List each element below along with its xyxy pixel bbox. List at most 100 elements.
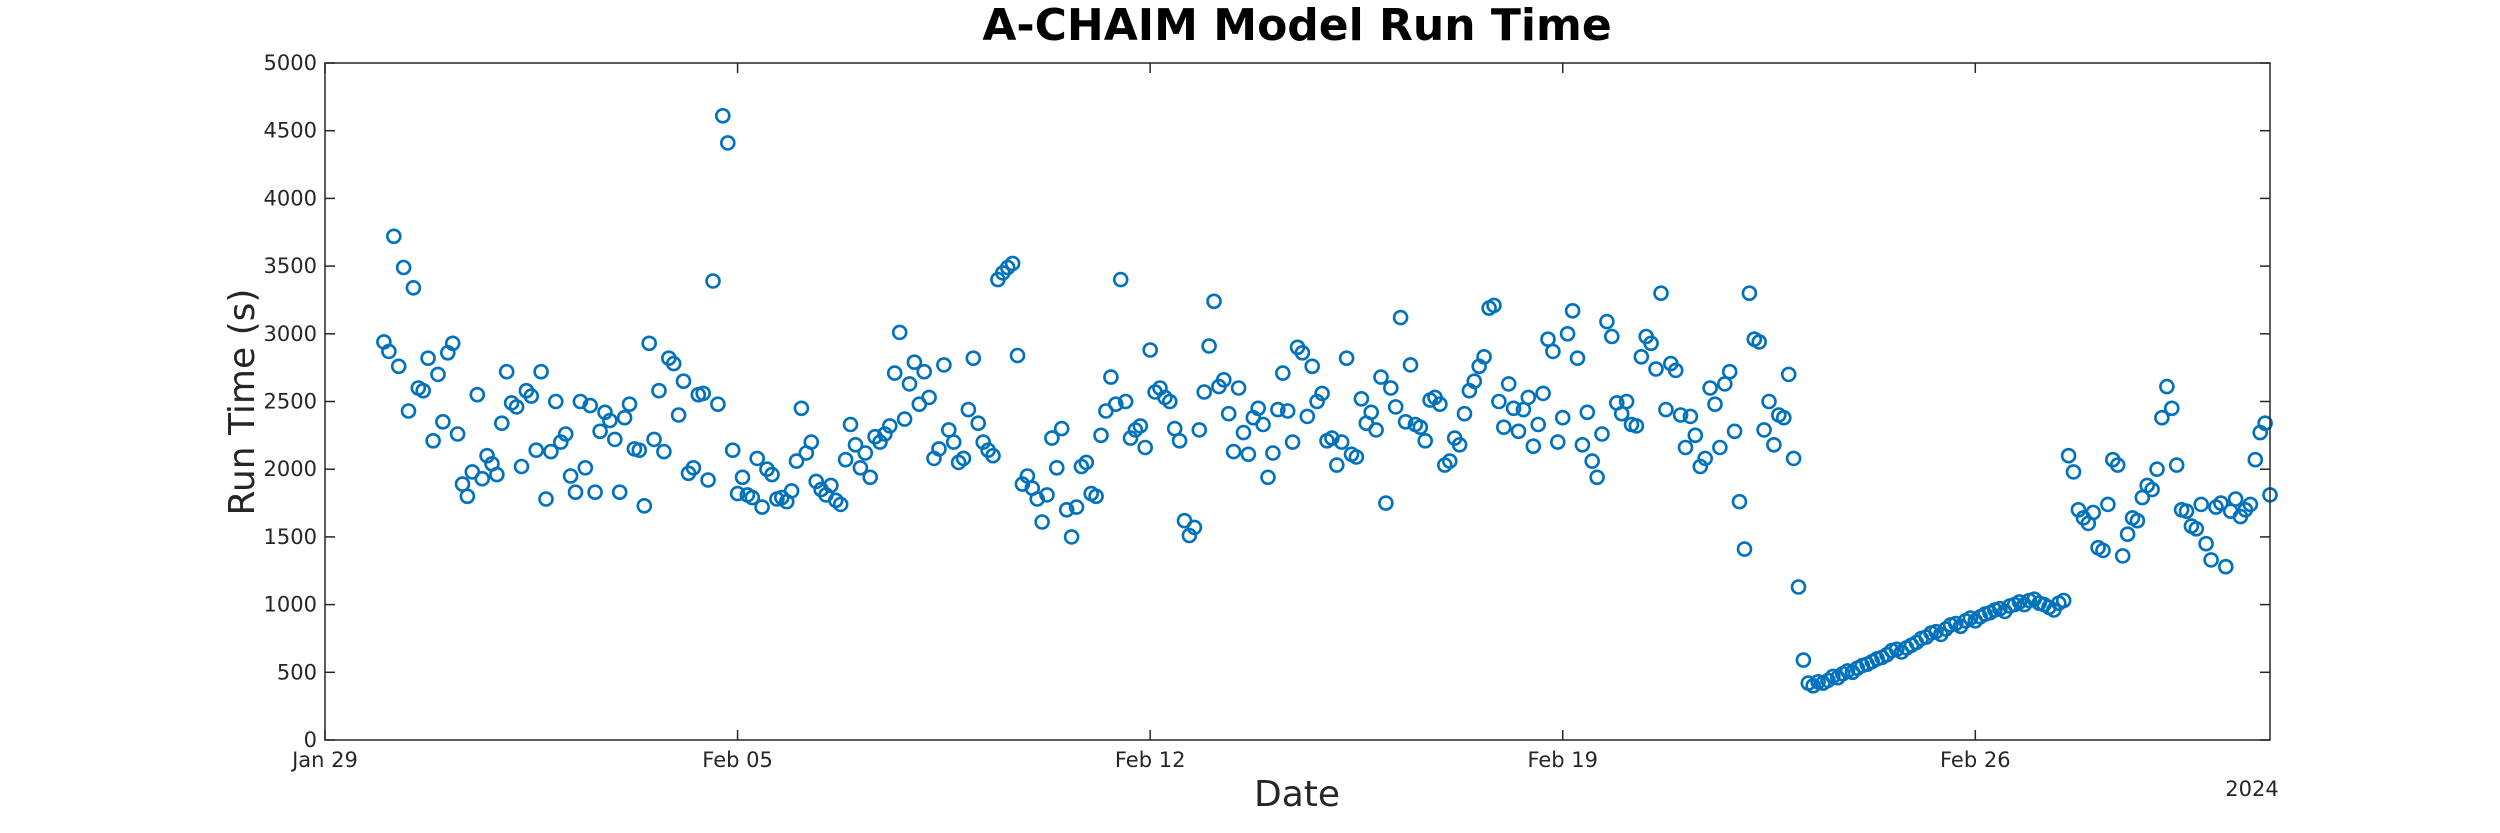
data-point — [1314, 385, 1330, 402]
data-point — [1658, 401, 1674, 418]
data-point — [656, 443, 672, 460]
data-point — [1117, 393, 1134, 410]
data-point — [1216, 371, 1232, 388]
data-point — [489, 466, 505, 483]
data-point — [2168, 457, 2185, 473]
data-point — [1387, 399, 1404, 415]
data-point — [1766, 436, 1782, 453]
data-point — [538, 491, 554, 507]
x-tick-label: Feb 19 — [1527, 748, 1598, 772]
data-point — [385, 228, 402, 245]
data-point — [714, 108, 731, 124]
data-point — [449, 426, 466, 442]
data-point — [710, 396, 726, 413]
data-point — [1736, 541, 1753, 557]
data-point — [1785, 450, 1802, 467]
data-point — [847, 436, 864, 453]
data-point — [557, 426, 574, 442]
data-point — [675, 373, 692, 390]
data-point — [1004, 255, 1021, 272]
data-point — [1338, 350, 1355, 367]
data-point — [1500, 376, 1517, 392]
data-point — [1196, 384, 1212, 400]
data-point — [493, 415, 510, 432]
data-point — [1260, 469, 1276, 486]
data-point — [1677, 439, 1694, 456]
data-point — [1348, 449, 1365, 465]
data-point — [705, 273, 721, 289]
data-point — [1795, 652, 1812, 668]
data-point — [641, 335, 658, 352]
data-point — [1240, 446, 1257, 463]
data-point — [2129, 512, 2146, 529]
data-point — [1412, 419, 1429, 436]
data-point — [2218, 558, 2234, 575]
data-point — [955, 450, 972, 467]
data-point — [547, 393, 564, 410]
data-point — [670, 407, 687, 423]
data-point — [1442, 453, 1458, 469]
y-tick-label: 5000 — [264, 51, 317, 75]
data-point — [390, 358, 407, 375]
data-point — [606, 431, 623, 448]
data-point — [695, 385, 712, 402]
data-point — [1589, 469, 1605, 486]
y-tick-label: 500 — [277, 660, 317, 684]
data-point — [1491, 393, 1507, 410]
data-point — [1039, 487, 1055, 503]
y-tick-label: 3500 — [264, 254, 317, 278]
data-point — [646, 431, 662, 448]
data-point — [400, 403, 417, 419]
data-point — [582, 397, 599, 414]
data-point — [1191, 422, 1208, 438]
data-point — [1476, 348, 1492, 365]
data-point — [1206, 293, 1222, 310]
data-point — [1648, 361, 1664, 377]
data-point — [1402, 357, 1419, 373]
data-point — [872, 434, 888, 450]
data-point — [479, 447, 495, 464]
data-point — [2164, 400, 2180, 417]
data-point — [734, 469, 751, 486]
data-point — [1353, 390, 1370, 407]
data-point — [1510, 423, 1527, 440]
data-point — [1078, 454, 1095, 471]
data-point — [1731, 493, 1748, 510]
data-point — [1275, 365, 1291, 381]
data-point — [1702, 380, 1718, 396]
data-point — [896, 411, 913, 427]
data-point — [2257, 415, 2273, 432]
data-point — [602, 412, 618, 429]
data-point — [1559, 325, 1576, 342]
data-point — [1324, 430, 1340, 446]
data-point — [729, 485, 746, 502]
data-point — [2109, 457, 2126, 473]
y-axis: 0 500 1000 1500 2000 2500 3000 3500 4000 4500 5000 — [264, 51, 2270, 752]
data-point — [381, 343, 397, 360]
data-point — [2149, 461, 2165, 478]
data-point — [1009, 347, 1026, 364]
data-point — [1726, 423, 1743, 440]
x-axis-label: Date — [1254, 774, 1340, 815]
data-point — [1496, 419, 1512, 436]
data-point — [857, 445, 874, 461]
data-point — [837, 451, 854, 468]
data-point — [985, 447, 1001, 464]
data-point — [2159, 378, 2175, 395]
data-point — [1574, 436, 1591, 453]
data-point — [808, 473, 825, 490]
data-point — [1520, 389, 1537, 406]
data-point — [842, 416, 859, 433]
data-point — [1392, 309, 1409, 326]
data-point — [1112, 271, 1129, 288]
data-point — [1284, 434, 1301, 450]
data-point — [1063, 529, 1080, 545]
data-point — [474, 470, 491, 487]
data-point — [1270, 401, 1286, 418]
data-point — [1034, 514, 1050, 530]
data-point — [901, 376, 918, 392]
data-point — [2242, 496, 2259, 513]
data-point — [2114, 548, 2131, 564]
data-point — [1672, 407, 1689, 423]
data-point — [1579, 404, 1596, 421]
